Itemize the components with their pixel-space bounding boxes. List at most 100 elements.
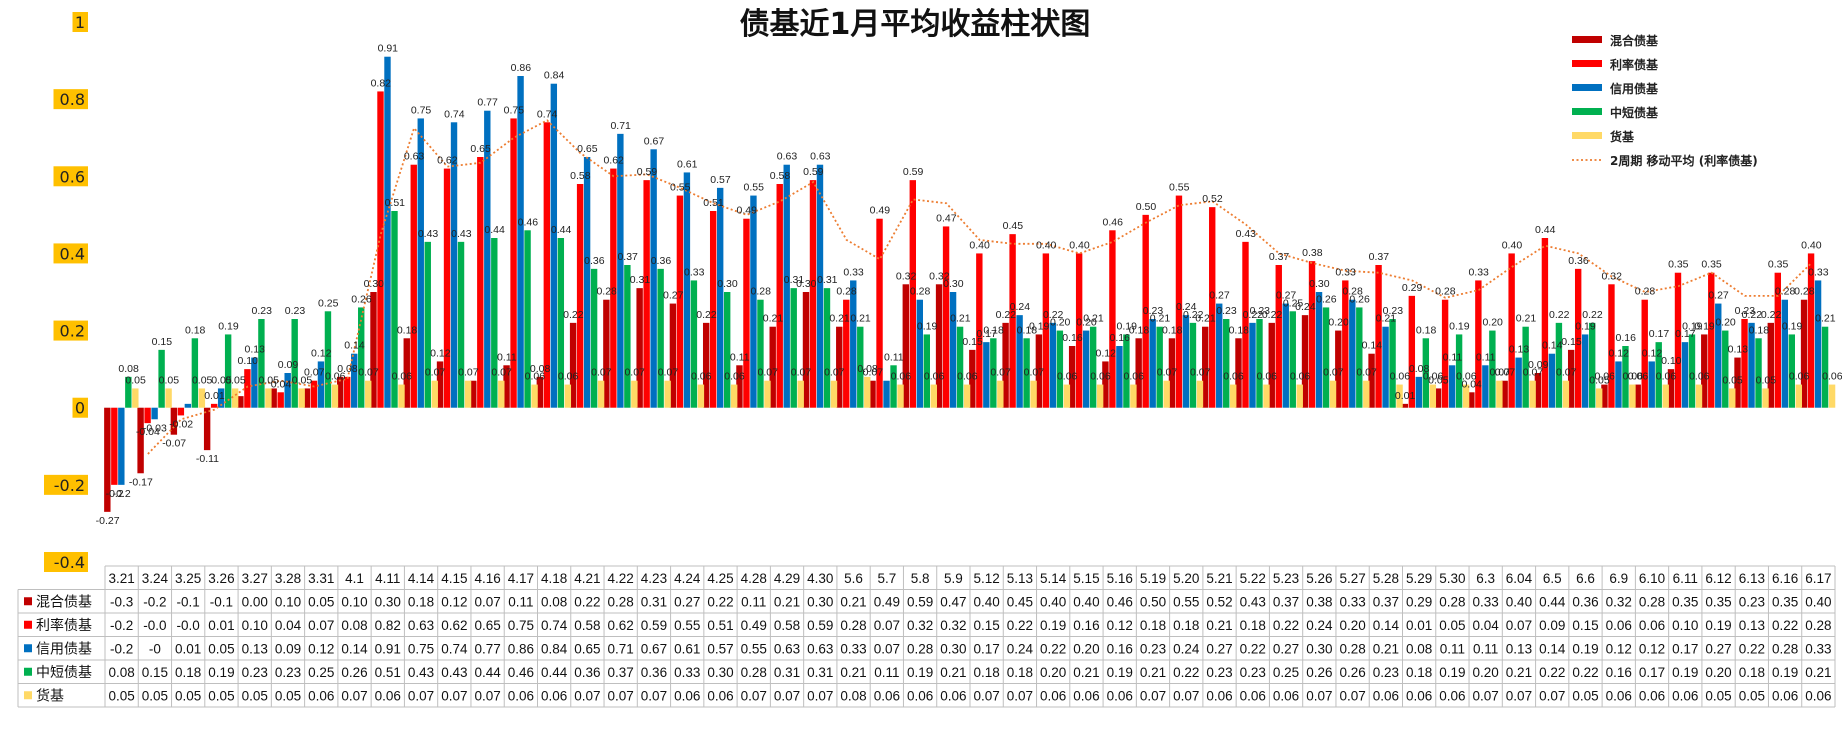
data-label: 0.09 [278, 359, 299, 371]
table-cell: 0.31 [641, 594, 667, 609]
data-label: 0.07 [1523, 367, 1544, 379]
bar [1289, 311, 1296, 408]
bar [576, 184, 584, 408]
data-label: 0.25 [1283, 297, 1304, 309]
table-cell: 0.06 [1639, 618, 1665, 633]
table-cell: 0.43 [1240, 594, 1266, 609]
table-cell: 0.05 [142, 688, 168, 703]
table-cell: 0.19 [1705, 618, 1731, 633]
data-label: 0.52 [1202, 193, 1223, 205]
data-label: 0.74 [537, 108, 558, 120]
table-legend-key [24, 620, 32, 629]
data-label: 0.75 [411, 104, 432, 116]
bar [1163, 380, 1170, 408]
table-cell: 0.07 [1140, 688, 1166, 703]
bar [783, 164, 790, 408]
table-cell: 0.21 [1506, 665, 1532, 680]
bar [1275, 265, 1282, 408]
bar [337, 376, 344, 408]
table-cell: 0.55 [741, 641, 767, 656]
bar [1415, 376, 1423, 408]
bar [1662, 384, 1669, 408]
data-label: 0.14 [1542, 340, 1563, 352]
category-label: 3.28 [275, 571, 301, 586]
data-label: 0.08 [118, 363, 139, 375]
bar [1655, 342, 1662, 408]
table-cell: 0.26 [1306, 665, 1332, 680]
bar [923, 334, 930, 408]
table-cell: 0.50 [1140, 594, 1166, 609]
data-label: 0.36 [651, 255, 672, 267]
data-label: 0.40 [1036, 239, 1057, 251]
table-cell: 0.65 [574, 641, 600, 656]
data-label: 0.06 [1456, 371, 1477, 383]
bar [1116, 346, 1123, 408]
table-cell: -0.0 [143, 618, 166, 633]
table-cell: 0.11 [1440, 641, 1465, 656]
bar [963, 384, 971, 408]
bar [1335, 330, 1342, 408]
table-cell: 0.58 [574, 618, 600, 633]
table-cell: 0.18 [175, 665, 201, 680]
data-label: 0.82 [371, 77, 392, 89]
data-label: -0.27 [96, 515, 120, 527]
data-label: 0.28 [1775, 286, 1796, 298]
bar [843, 299, 850, 408]
table-cell: 0.33 [1473, 594, 1499, 609]
data-label: 0.63 [777, 151, 798, 163]
table-cell: 0.05 [242, 688, 268, 703]
data-label: 0.28 [596, 286, 617, 298]
data-label: 0.05 [159, 374, 180, 386]
table-cell: 0.61 [674, 641, 700, 656]
data-label: 0.33 [684, 266, 705, 278]
table-cell: 0.06 [1240, 688, 1266, 703]
table-cell: 0.37 [1373, 594, 1399, 609]
bar [1729, 388, 1736, 408]
category-label: 5.13 [1007, 571, 1033, 586]
data-label: 0.31 [817, 274, 838, 286]
bar [265, 388, 272, 408]
bar [331, 384, 339, 408]
data-label: 0.46 [1102, 216, 1123, 228]
data-label: 0.18 [185, 324, 206, 336]
bar [1123, 334, 1130, 408]
table-cell: 0.33 [1339, 594, 1365, 609]
data-label: 0.22 [1761, 309, 1782, 321]
data-label: 0.17 [976, 328, 997, 340]
data-label: 0.28 [910, 286, 931, 298]
bar [1168, 338, 1176, 408]
table-cell: 0.06 [1805, 688, 1831, 703]
bar [1774, 272, 1781, 408]
table-cell: 0.06 [907, 688, 933, 703]
bar [550, 83, 558, 408]
table-cell: 0.18 [1173, 618, 1199, 633]
data-label: 0.32 [929, 270, 950, 282]
category-label: 6.16 [1772, 571, 1798, 586]
chart-title: 债基近1月平均收益柱状图 [740, 7, 1091, 42]
data-label: 0.01 [1395, 390, 1416, 402]
data-label: 0.06 [525, 371, 546, 383]
bar [969, 349, 976, 408]
bar [1795, 384, 1802, 408]
y-tick-highlight [53, 166, 88, 187]
data-label: 0.28 [751, 286, 772, 298]
bar [890, 365, 897, 408]
data-label: 0.40 [1502, 239, 1523, 251]
table-cell: 0.27 [1206, 641, 1232, 656]
data-label: 0.11 [1476, 351, 1496, 363]
table-cell: 0.27 [674, 594, 700, 609]
table-cell: 0.06 [940, 688, 966, 703]
bar [1634, 384, 1641, 408]
bar [743, 218, 750, 408]
table-cell: 0.22 [574, 594, 600, 609]
data-label: 0.58 [570, 170, 591, 182]
data-label: 0.57 [710, 174, 731, 186]
table-cell: 0.22 [1539, 665, 1565, 680]
data-label: 0.18 [1017, 324, 1038, 336]
bar [1622, 346, 1629, 408]
data-label: 0.19 [1682, 320, 1703, 332]
table-cell: 0.55 [1173, 594, 1199, 609]
table-cell: 0.14 [1373, 618, 1400, 633]
category-label: 5.14 [1040, 571, 1067, 586]
bar [358, 307, 365, 408]
